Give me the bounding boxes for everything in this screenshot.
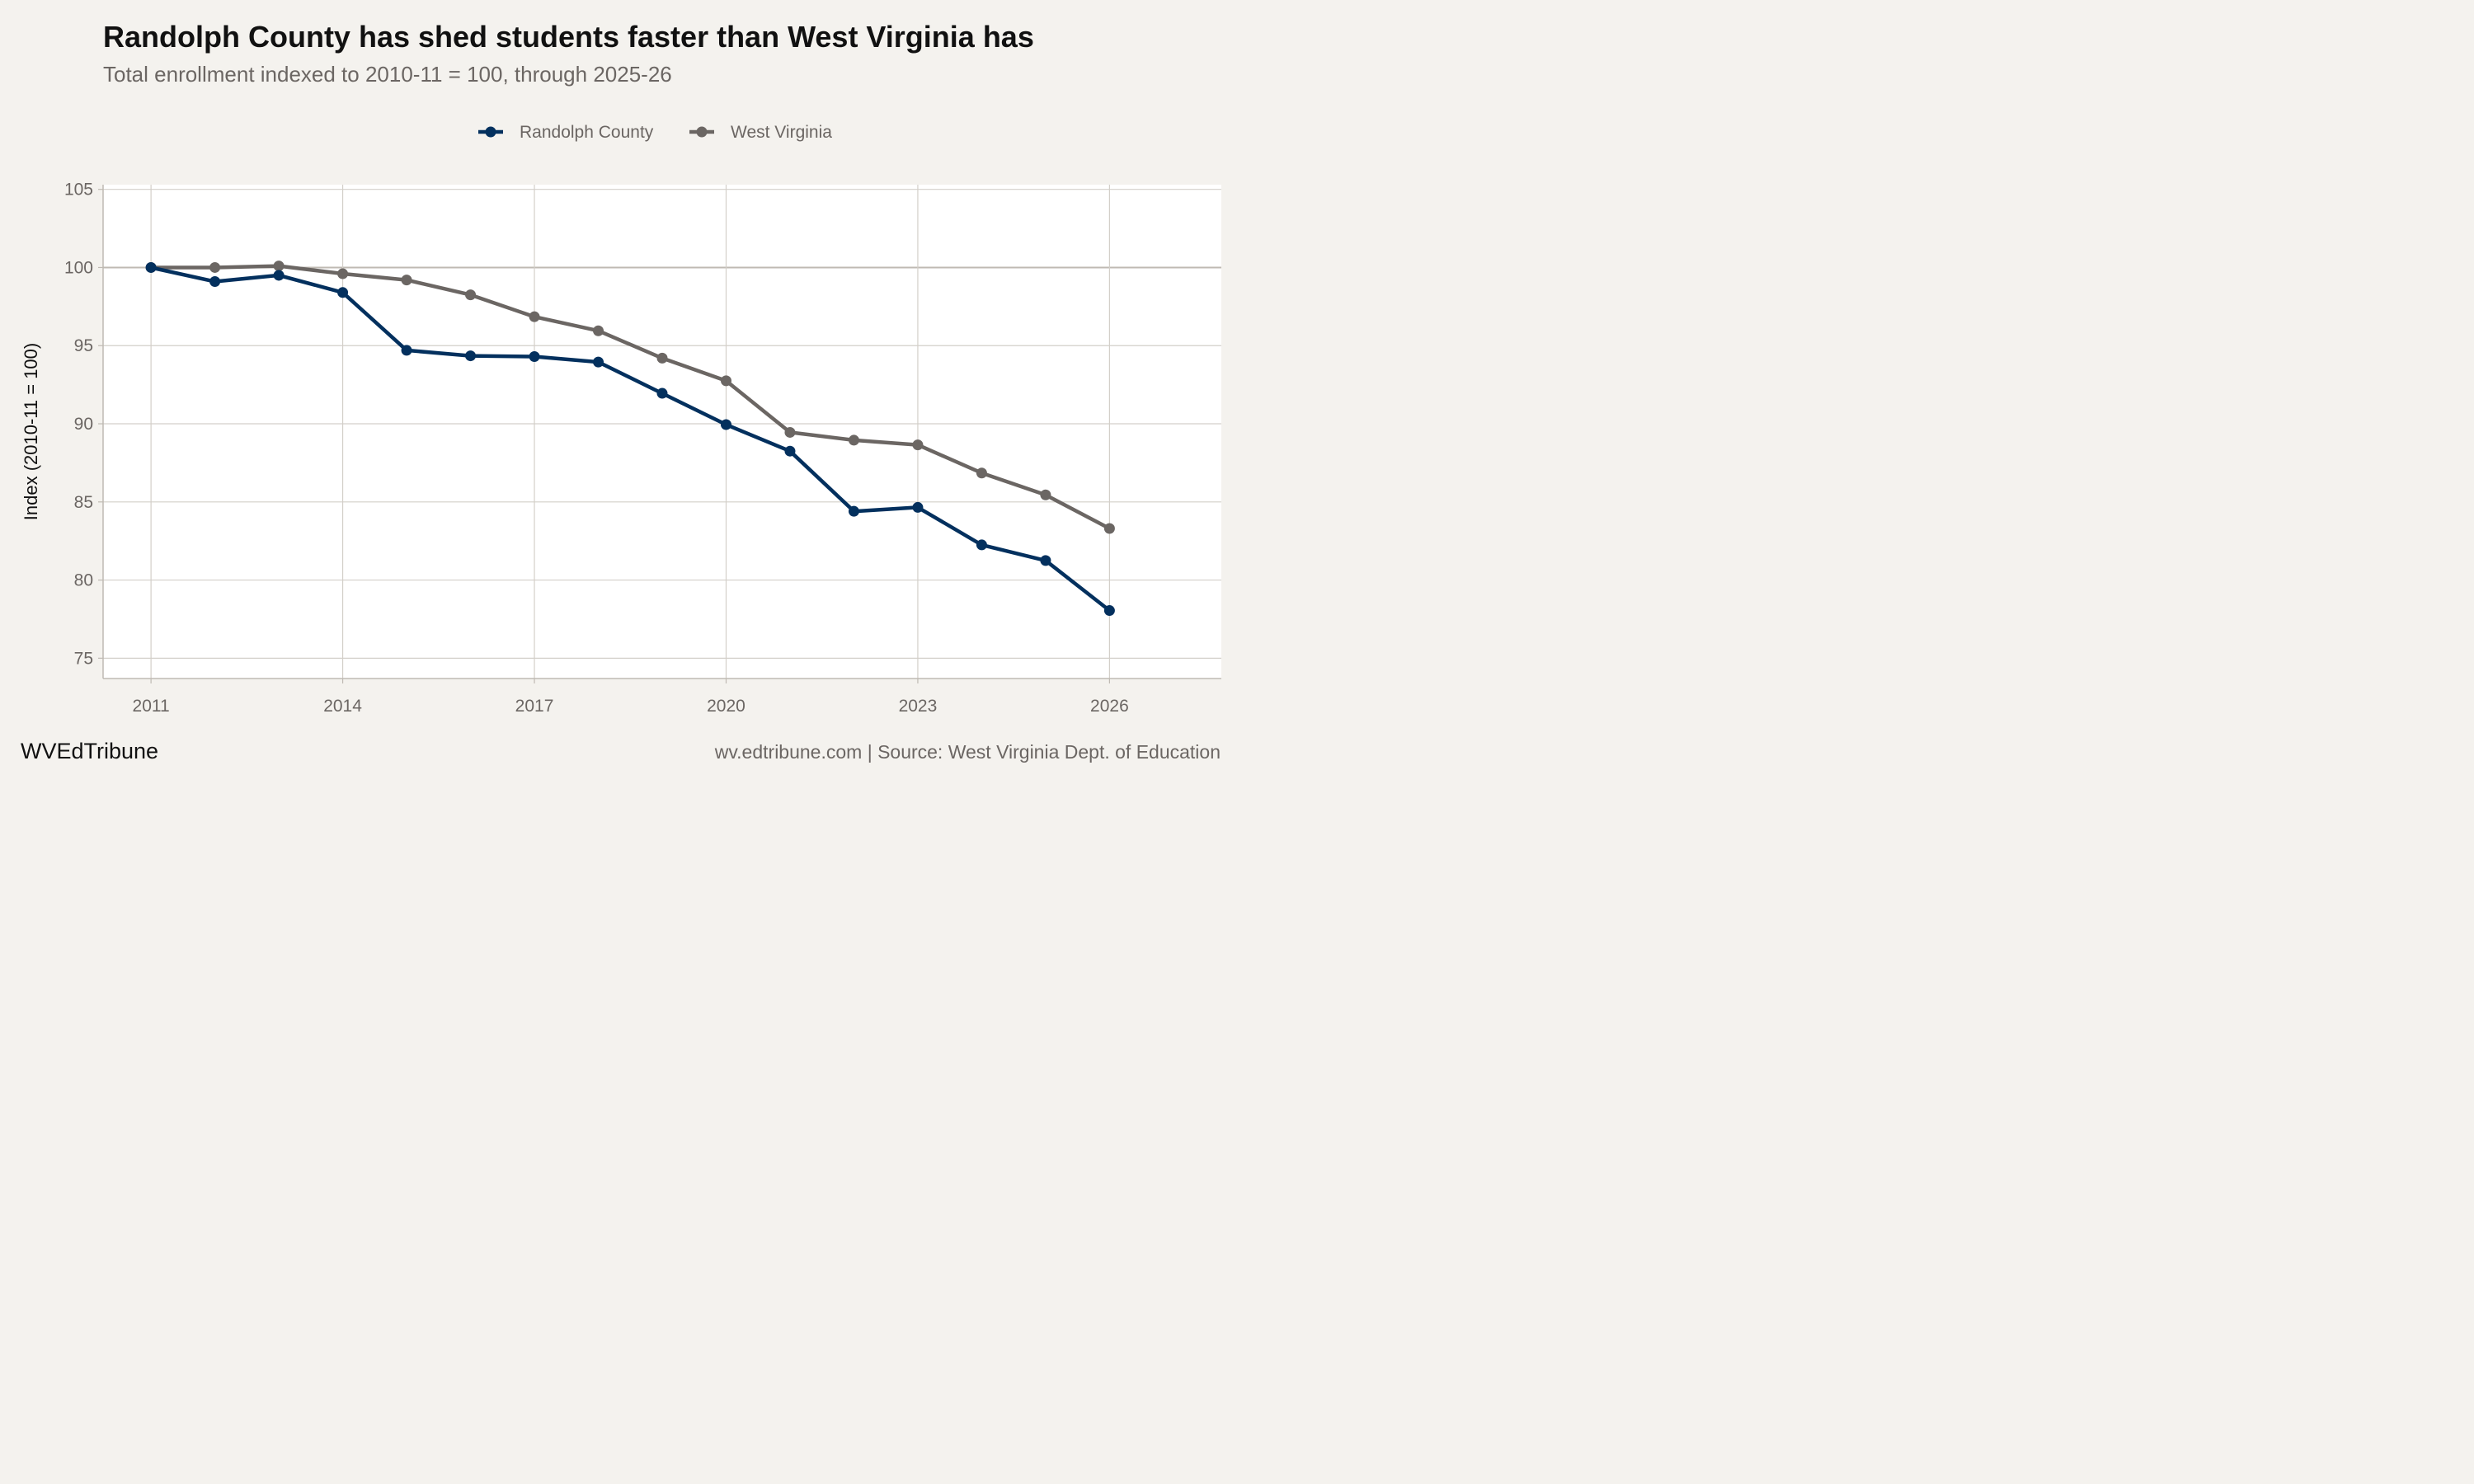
x-tick-label-2023: 2023 [899, 697, 938, 716]
y-tick-label-100: 100 [64, 258, 93, 277]
y-tick-label-105: 105 [64, 181, 93, 200]
series-line-randolph-county [148, 265, 1112, 613]
point-randolph-county-2011 [145, 261, 157, 273]
point-west-virginia-2018 [593, 325, 604, 336]
legend: Randolph County West Virginia [478, 123, 832, 142]
point-randolph-county-2025 [1040, 555, 1051, 566]
point-randolph-county-2015 [401, 345, 412, 356]
plot-panel [103, 185, 1221, 679]
chart-subtitle: Total enrollment indexed to 2010-11 = 10… [103, 62, 672, 87]
point-west-virginia-2016 [465, 289, 477, 301]
series-line-west-virginia [148, 264, 1112, 531]
x-tick-label-2020: 2020 [707, 697, 745, 716]
point-randolph-county-2022 [848, 505, 859, 517]
point-west-virginia-2015 [401, 275, 412, 286]
legend-swatch-point-west-virginia [696, 126, 708, 138]
series-randolph-county [145, 261, 1115, 617]
chart-title: Randolph County has shed students faster… [103, 20, 1034, 54]
x-tick-label-2017: 2017 [515, 697, 554, 716]
x-tick-label-2011: 2011 [133, 697, 170, 716]
point-west-virginia-2022 [848, 434, 859, 446]
y-axis-title: Index (2010-11 = 100) [21, 343, 41, 520]
point-randolph-county-2017 [529, 351, 540, 363]
y-tick-label-85: 85 [74, 493, 93, 512]
y-tick-label-90: 90 [74, 415, 93, 434]
point-randolph-county-2012 [209, 276, 221, 288]
axes: 75 80 85 90 95 100 105 2011 2014 2017 2020 2023 2026 [64, 181, 1221, 716]
point-west-virginia-2021 [784, 426, 796, 438]
y-tick-label-80: 80 [74, 571, 93, 590]
point-randolph-county-2021 [784, 445, 796, 457]
point-randolph-county-2018 [593, 356, 604, 368]
brand-label: WVEdTribune [21, 739, 159, 763]
point-west-virginia-2025 [1040, 489, 1051, 500]
point-west-virginia-2026 [1103, 523, 1115, 534]
point-west-virginia-2020 [720, 375, 731, 387]
x-tick-label-2026: 2026 [1090, 697, 1129, 716]
point-randolph-county-2014 [337, 287, 349, 298]
point-west-virginia-2017 [529, 311, 540, 322]
x-tick-label-2014: 2014 [323, 697, 362, 716]
point-west-virginia-2019 [656, 352, 668, 364]
point-randolph-county-2026 [1103, 605, 1115, 617]
legend-label-randolph-county: Randolph County [520, 123, 654, 142]
point-randolph-county-2013 [273, 270, 285, 281]
legend-item-randolph-county: Randolph County [478, 123, 654, 142]
legend-label-west-virginia: West Virginia [731, 123, 832, 142]
source-note: wv.edtribune.com | Source: West Virginia… [714, 741, 1221, 763]
legend-swatch-point-randolph-county [485, 126, 496, 138]
point-randolph-county-2023 [912, 501, 924, 513]
line-chart: Randolph County West Virginia 75 80 85 90 95 1… [21, 123, 1221, 716]
legend-item-west-virginia: West Virginia [689, 123, 832, 142]
point-randolph-county-2019 [656, 387, 668, 399]
y-tick-label-95: 95 [74, 336, 93, 355]
series-layer [145, 261, 1115, 617]
point-randolph-county-2024 [976, 539, 987, 551]
y-tick-label-75: 75 [74, 649, 93, 668]
point-west-virginia-2013 [273, 261, 285, 272]
point-west-virginia-2014 [337, 268, 349, 279]
point-west-virginia-2024 [976, 467, 987, 479]
point-randolph-county-2016 [465, 350, 477, 362]
point-randolph-county-2020 [720, 419, 731, 430]
point-west-virginia-2012 [209, 261, 221, 273]
point-west-virginia-2023 [912, 439, 924, 451]
